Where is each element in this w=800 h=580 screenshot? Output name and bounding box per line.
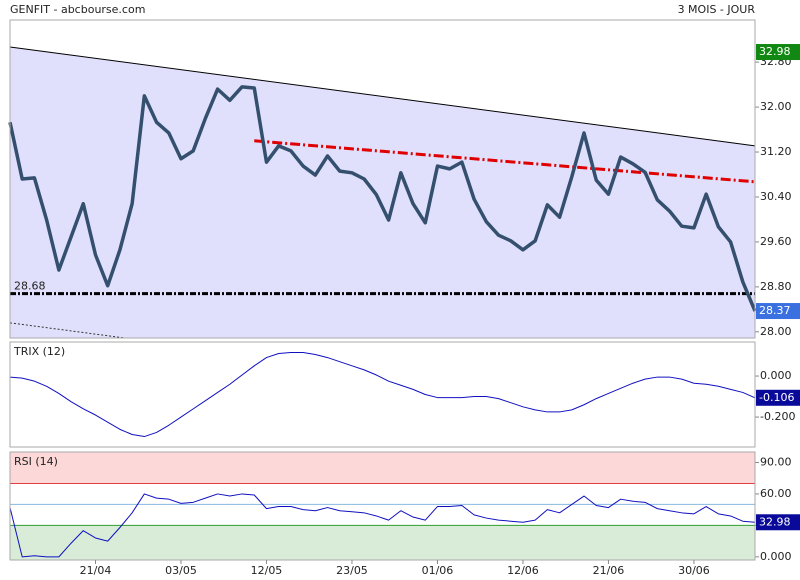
- last-label: 32.98: [759, 515, 791, 528]
- y-tick-label: 0.000: [760, 369, 792, 382]
- last-box: [756, 514, 800, 531]
- price-line: [9, 493, 756, 558]
- y-tick-label: 29.60: [760, 235, 792, 248]
- y-tick-label: 28.80: [760, 280, 792, 293]
- panel-frame: [9, 19, 756, 339]
- y-tick-label: 28.00: [760, 325, 792, 338]
- zone: [10, 452, 755, 484]
- last-box: [756, 303, 800, 320]
- trendline: [9, 322, 125, 339]
- last-label: -0.106: [759, 391, 794, 404]
- x-tick-label: 21/04: [80, 564, 112, 577]
- x-tick-label: 01/06: [422, 564, 454, 577]
- trendline: [9, 46, 756, 147]
- site-title: GENFIT - abcbourse.com: [10, 3, 145, 16]
- x-tick-label: 12/06: [507, 564, 539, 577]
- last-label: 28.37: [759, 304, 791, 317]
- panel-frame: [9, 451, 756, 561]
- price-line: [9, 351, 756, 438]
- y-tick-label: 31.20: [760, 145, 792, 158]
- y-tick-label: -0.200: [760, 410, 795, 423]
- panel-frame: [9, 341, 756, 448]
- support-label: 28.68: [14, 280, 46, 293]
- y-tick-label: 30.40: [760, 190, 792, 203]
- trend-fill: [10, 46, 755, 338]
- last-box: [756, 389, 800, 406]
- y-tick-label: 0.000: [760, 550, 792, 563]
- x-tick-label: 21/06: [593, 564, 625, 577]
- y-tick-label: 90.00: [760, 455, 792, 468]
- panel-title: TRIX (12): [13, 345, 65, 358]
- x-tick-label: 03/05: [165, 564, 197, 577]
- high-box: [756, 44, 800, 61]
- x-tick-label: 30/06: [678, 564, 710, 577]
- zone: [10, 525, 755, 560]
- panel-title: RSI (14): [14, 455, 58, 468]
- y-tick-label: 32.00: [760, 100, 792, 113]
- x-tick-label: 23/05: [336, 564, 368, 577]
- trendline: [254, 139, 756, 184]
- x-tick-label: 12/05: [251, 564, 283, 577]
- period: 3 MOIS - JOUR: [678, 3, 756, 16]
- high-label: 32.98: [759, 45, 791, 58]
- y-tick-label: 60.00: [760, 487, 792, 500]
- price-line: [8, 85, 757, 312]
